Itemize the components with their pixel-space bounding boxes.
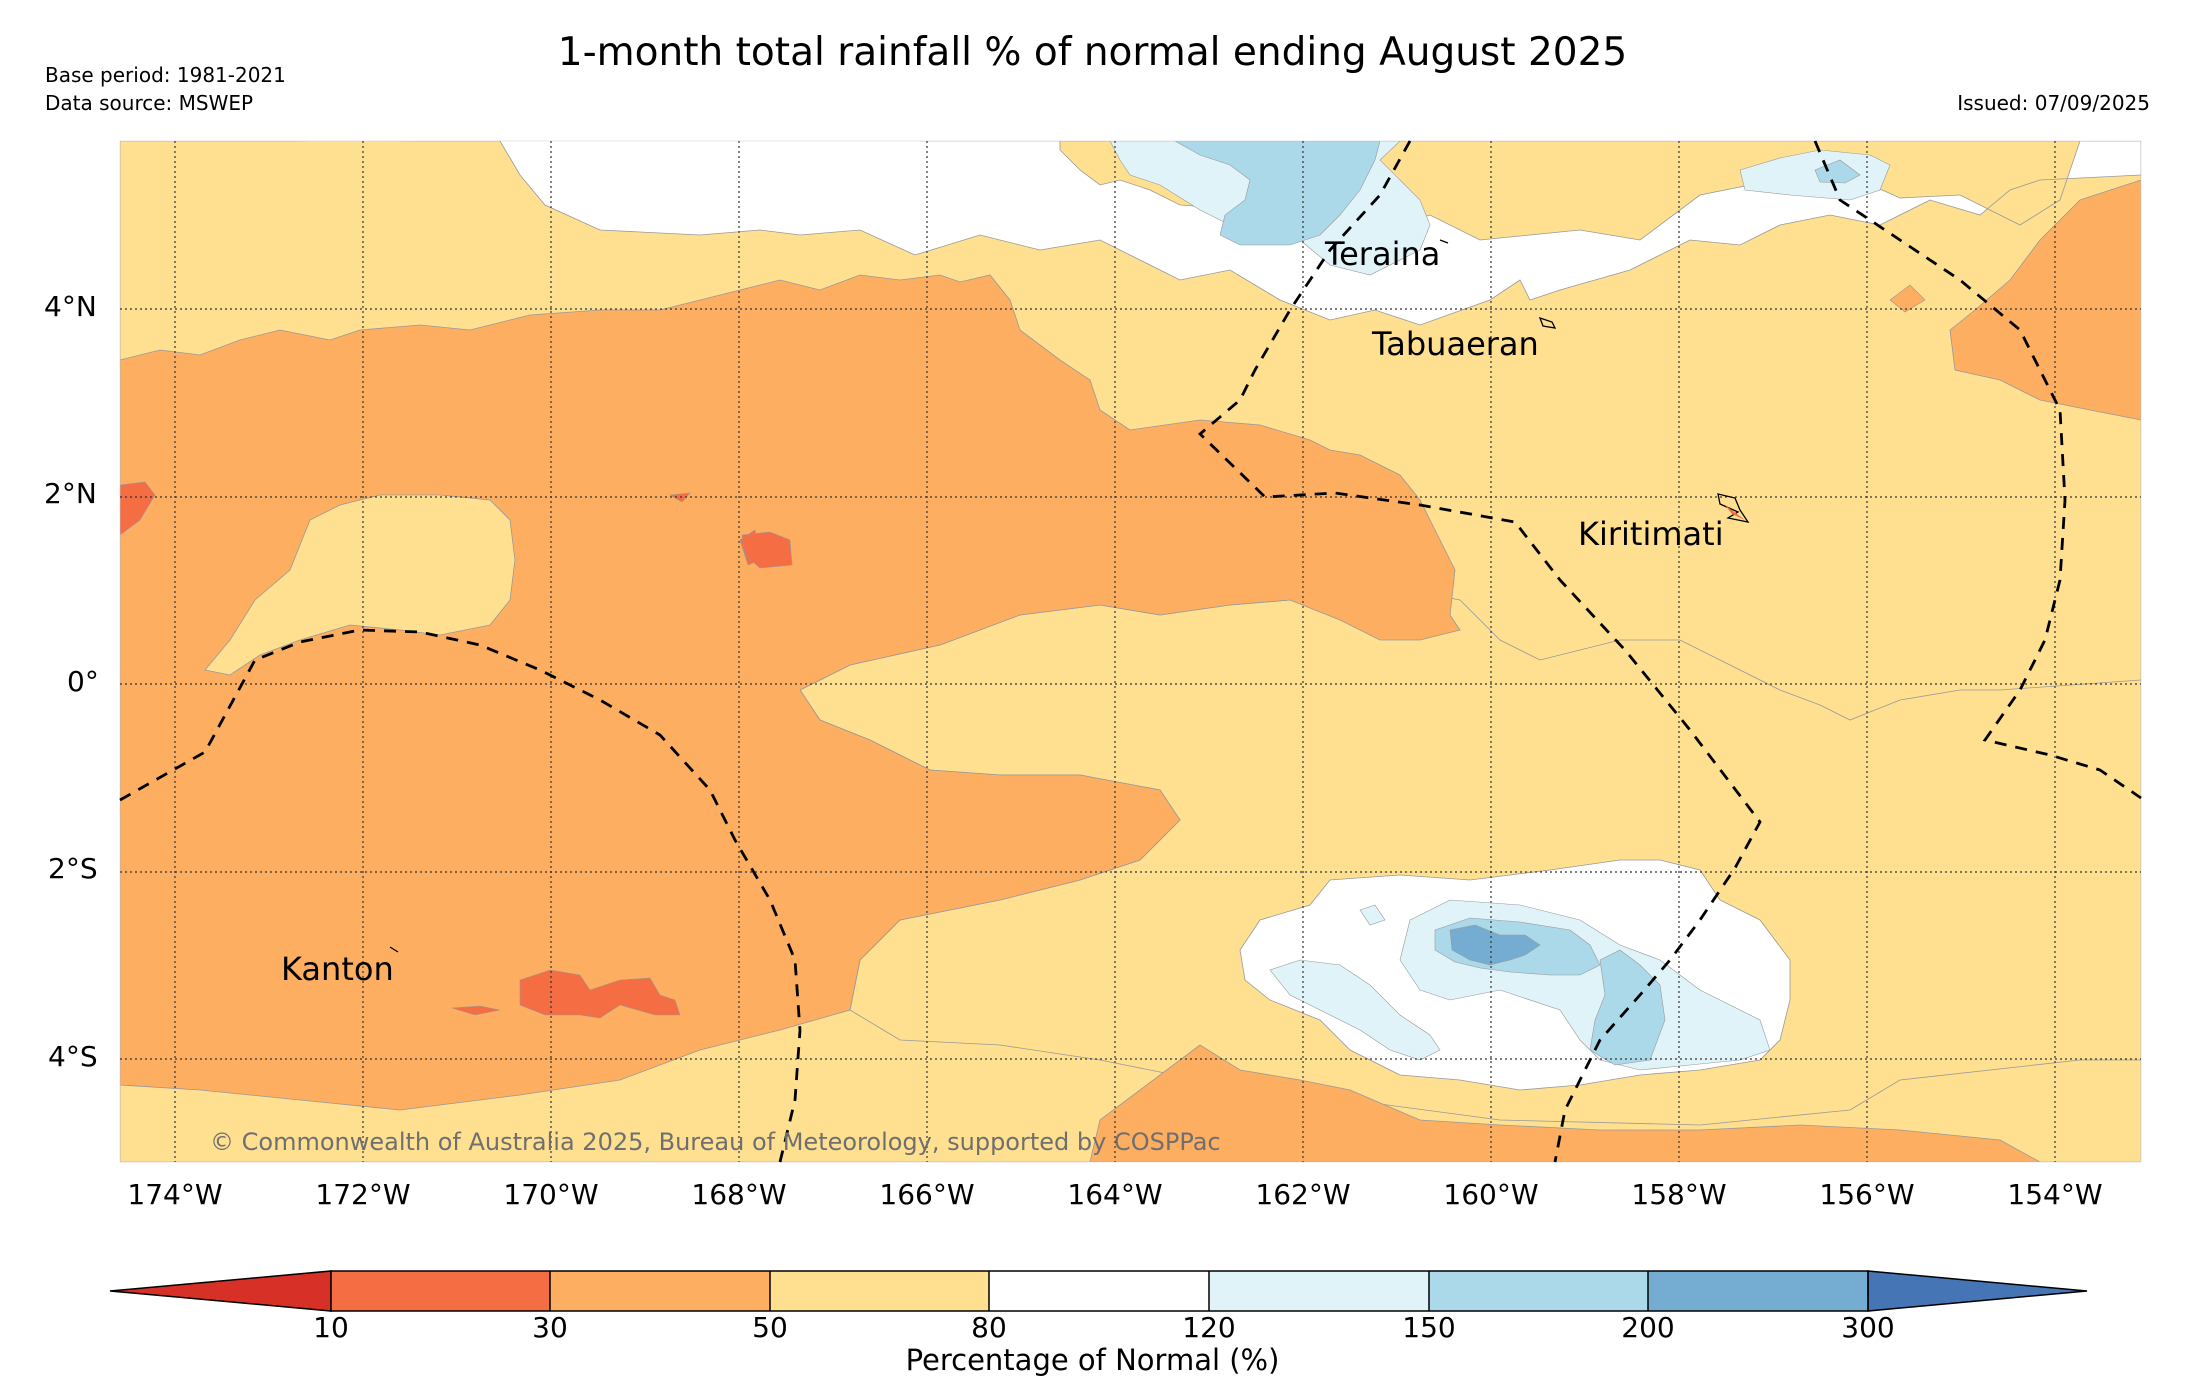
colorbar <box>109 1270 2088 1312</box>
colorbar-200-300 <box>1648 1271 1868 1311</box>
place-tabuaeran: Tabuaeran <box>1372 325 1539 363</box>
map-area <box>120 141 2141 1162</box>
colorbar-150-200 <box>1429 1271 1648 1311</box>
colorbar-label: Percentage of Normal (%) <box>905 1343 1280 1377</box>
map-title: 1-month total rainfall % of normal endin… <box>557 30 1628 75</box>
region-30-50-east <box>1949 179 2141 421</box>
lat-label-4s: 4°S <box>48 1040 98 1073</box>
lon-label-170w: 170°W <box>503 1178 599 1211</box>
lon-label-156w: 156°W <box>1819 1178 1915 1211</box>
graticule <box>120 141 2141 1162</box>
copyright-notice: © Commonwealth of Australia 2025, Bureau… <box>210 1128 1221 1156</box>
colorbar-tick-120: 120 <box>1182 1311 1236 1344</box>
region-30-50-south <box>1089 1044 2041 1162</box>
lon-label-174w: 174°W <box>127 1178 223 1211</box>
colorbar-tick-200: 200 <box>1621 1311 1675 1344</box>
map-frame <box>119 140 2142 1163</box>
lon-label-164w: 164°W <box>1067 1178 1163 1211</box>
lon-label-160w: 160°W <box>1443 1178 1539 1211</box>
eez-boundaries <box>119 140 2142 1163</box>
colorbar-tick-80: 80 <box>971 1311 1007 1344</box>
region-120-150-ne <box>1739 149 1891 201</box>
lat-label-2s: 2°S <box>48 852 98 885</box>
colorbar-tick-50: 50 <box>752 1311 788 1344</box>
colorbar-tick-150: 150 <box>1402 1311 1456 1344</box>
lon-label-172w: 172°W <box>315 1178 411 1211</box>
lon-label-166w: 166°W <box>879 1178 975 1211</box>
place-kiritimati: Kiritimati <box>1578 515 1724 553</box>
colorbar-120-150 <box>1209 1271 1429 1311</box>
lat-label-0: 0° <box>67 665 99 698</box>
colorbar-10-30 <box>331 1271 550 1311</box>
region-10-30-a <box>120 481 156 536</box>
kiritimati-island <box>1725 505 1745 520</box>
colorbar-tick-10: 10 <box>313 1311 349 1344</box>
base-period: Base period: 1981-2021 <box>45 63 286 87</box>
region-10-30-e <box>519 969 681 1019</box>
region-10-30-c <box>741 531 793 569</box>
lat-label-4n: 4°N <box>44 290 97 323</box>
region-50-80-west-island <box>204 494 516 676</box>
region-30-50-main <box>120 274 1461 1111</box>
colorbar-tick-300: 300 <box>1841 1311 1895 1344</box>
colorbar-tick-30: 30 <box>532 1311 568 1344</box>
island-outlines <box>389 239 1750 953</box>
data-source: Data source: MSWEP <box>45 91 254 115</box>
colorbar-80-120 <box>989 1271 1209 1311</box>
region-30-50-east-spot <box>1889 284 1926 313</box>
place-teraina: Teraina <box>1325 235 1441 273</box>
colorbar-50-80 <box>770 1271 989 1311</box>
region-200-300-south <box>1449 924 1541 966</box>
issued-date: Issued: 07/09/2025 <box>1957 91 2150 115</box>
lon-label-168w: 168°W <box>691 1178 787 1211</box>
colorbar-below-10 <box>109 1270 332 1312</box>
lon-label-154w: 154°W <box>2007 1178 2103 1211</box>
lat-label-2n: 2°N <box>44 477 97 510</box>
colorbar-above-300 <box>1867 1270 2088 1312</box>
region-150-200-north <box>1174 141 1381 246</box>
lon-label-162w: 162°W <box>1255 1178 1351 1211</box>
lon-label-158w: 158°W <box>1631 1178 1727 1211</box>
colorbar-30-50 <box>550 1271 770 1311</box>
place-kanton: Kanton <box>281 950 394 988</box>
region-10-30-f <box>451 1005 501 1016</box>
